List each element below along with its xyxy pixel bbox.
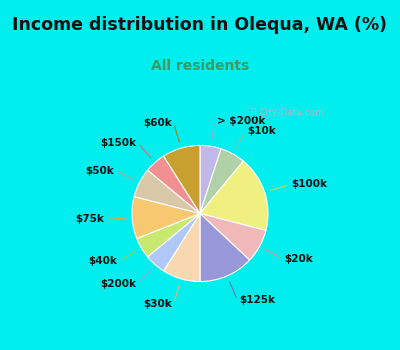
Text: $75k: $75k [75,215,104,224]
Wedge shape [200,146,221,214]
Text: $30k: $30k [143,299,172,309]
Wedge shape [137,214,200,257]
Text: Income distribution in Olequa, WA (%): Income distribution in Olequa, WA (%) [12,15,388,34]
Wedge shape [148,156,200,214]
Text: $100k: $100k [291,180,327,189]
Text: $10k: $10k [247,126,276,136]
Text: $150k: $150k [100,138,136,148]
Text: $200k: $200k [100,279,136,289]
Text: All residents: All residents [151,58,249,73]
Wedge shape [134,170,200,214]
Wedge shape [200,214,250,281]
Text: $60k: $60k [143,118,172,128]
Text: $50k: $50k [86,166,114,176]
Wedge shape [200,149,243,214]
Text: $20k: $20k [284,254,313,264]
Wedge shape [132,197,200,239]
Wedge shape [200,214,266,260]
Wedge shape [164,214,200,281]
Wedge shape [164,146,200,214]
Text: ⓘ City-Data.com: ⓘ City-Data.com [251,108,324,117]
Text: $40k: $40k [88,256,117,266]
Wedge shape [148,214,200,271]
Wedge shape [200,161,268,230]
Text: $125k: $125k [239,295,275,305]
Text: > $200k: > $200k [217,116,265,126]
